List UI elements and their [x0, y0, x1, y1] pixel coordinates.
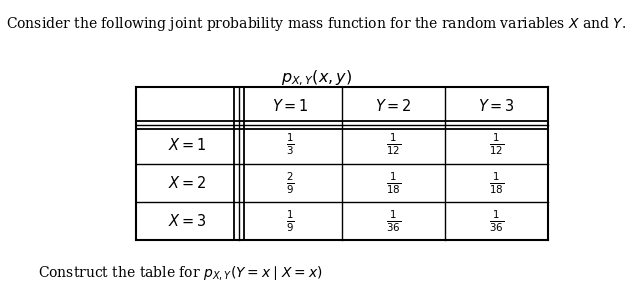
Text: $\frac{1}{12}$: $\frac{1}{12}$	[385, 132, 401, 157]
Text: $\frac{1}{36}$: $\frac{1}{36}$	[385, 208, 401, 234]
Text: $Y = 3$: $Y = 3$	[478, 98, 515, 114]
Text: $Y = 2$: $Y = 2$	[375, 98, 411, 114]
Text: $X = 1$: $X = 1$	[168, 136, 207, 153]
Text: $X = 3$: $X = 3$	[168, 213, 207, 229]
Text: $X = 2$: $X = 2$	[168, 175, 207, 191]
Text: $\frac{1}{9}$: $\frac{1}{9}$	[286, 208, 294, 234]
Text: $\frac{1}{3}$: $\frac{1}{3}$	[286, 132, 294, 157]
Text: Consider the following joint probability mass function for the random variables : Consider the following joint probability…	[6, 15, 627, 33]
Text: $\frac{1}{18}$: $\frac{1}{18}$	[489, 170, 504, 196]
Text: $\frac{2}{9}$: $\frac{2}{9}$	[286, 170, 294, 196]
Text: $\frac{1}{12}$: $\frac{1}{12}$	[489, 132, 504, 157]
Text: $Y = 1$: $Y = 1$	[272, 98, 309, 114]
Text: $\frac{1}{18}$: $\frac{1}{18}$	[385, 170, 401, 196]
Text: $p_{X,Y}(x, y)$: $p_{X,Y}(x, y)$	[281, 69, 352, 88]
Text: $\frac{1}{36}$: $\frac{1}{36}$	[489, 208, 504, 234]
Text: Construct the table for $p_{X,Y}(Y = x \mid X = x)$: Construct the table for $p_{X,Y}(Y = x \…	[38, 263, 323, 282]
